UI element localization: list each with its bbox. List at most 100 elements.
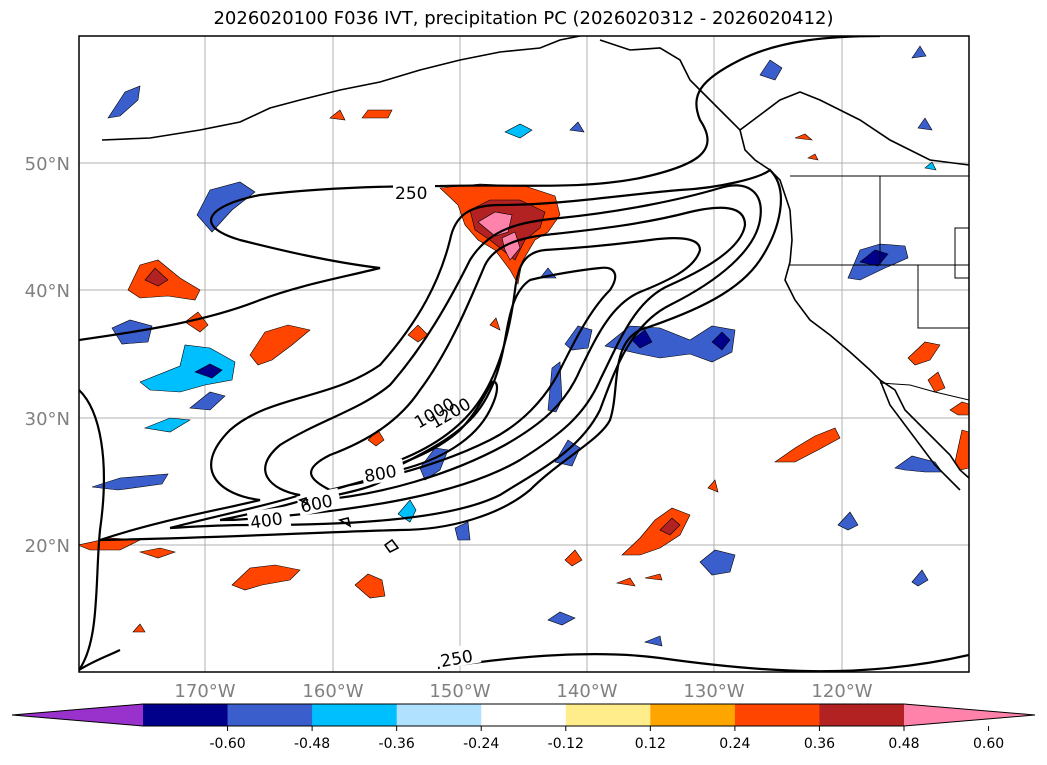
lon-tick-label: 130°W (683, 681, 744, 702)
ivt-contour-250 (79, 389, 105, 671)
colorbar-tick-label: -0.36 (379, 736, 415, 752)
precip-blob-pos (621, 507, 691, 556)
ivt-contour-250 (99, 168, 782, 542)
ivt-label: 250 (439, 647, 474, 672)
colorbar-segment (565, 704, 651, 726)
ivt-label: 250 (395, 184, 427, 204)
precip-blob-neg (196, 181, 256, 233)
lat-axis: 50°N 40°N 30°N 20°N (25, 154, 70, 557)
precip-blob-pos (954, 429, 969, 471)
precip-blob-neg (504, 123, 533, 139)
precip-blob-pos (144, 267, 169, 287)
colorbar-tick-label: -0.12 (548, 736, 584, 752)
precip-blob-neg (143, 417, 191, 433)
lon-tick-label: 160°W (302, 681, 363, 702)
precip-blob-pos (659, 517, 681, 536)
lat-tick-label: 30°N (25, 409, 70, 430)
alaska-coast (599, 39, 791, 211)
ivt-contour-400 (169, 184, 762, 530)
precip-blob-pos (774, 427, 841, 463)
colorbar-segment (143, 704, 229, 726)
precip-blob-pos (489, 317, 501, 331)
colorbar-tick-label: -0.48 (294, 736, 330, 752)
hawaii-islands (297, 496, 400, 554)
colorbar-tick-label: -0.60 (209, 736, 245, 752)
precip-blob-pos (615, 577, 636, 587)
lon-tick-label: 150°W (429, 681, 490, 702)
colorbar-tick-label: 0.48 (888, 736, 919, 752)
ivt-label: 400 (249, 509, 284, 533)
map-frame (78, 35, 970, 673)
precip-blob-pos (949, 401, 969, 416)
precip-blob-pos (138, 547, 177, 559)
precip-blob-pos (249, 324, 311, 366)
precip-blob-pos (794, 133, 813, 141)
precip-blob-neg (917, 117, 933, 131)
colorbar-segment (312, 704, 398, 726)
precip-blob-neg (91, 473, 169, 491)
precip-blob-neg (924, 161, 937, 171)
precip-blob-pos (329, 109, 346, 121)
precip-blob-pos (907, 341, 941, 366)
precip-blob-pos (564, 549, 583, 567)
precip-blob-pos (361, 109, 393, 119)
precip-blob-neg (139, 344, 236, 393)
lon-tick-label: 120°W (811, 681, 872, 702)
lon-tick-label: 170°W (174, 681, 235, 702)
precip-blob-neg (837, 511, 859, 531)
colorbar-segment (481, 704, 567, 726)
colorbar-extend-high (904, 704, 1035, 726)
ivt-contour-250 (79, 36, 881, 342)
lat-tick-label: 40°N (25, 281, 70, 302)
us-west-coast (784, 209, 969, 479)
ivt-contour-1000 (329, 266, 617, 492)
state-border (917, 265, 969, 329)
precip-blob-neg (547, 611, 576, 626)
baja-coast (879, 379, 961, 491)
ivt-contour-250-south (437, 653, 969, 672)
colorbar-tick-label: 0.24 (719, 736, 750, 752)
precip-blob-neg (711, 331, 731, 351)
colorbar-segment (396, 704, 482, 726)
lon-axis: 170°W 160°W 150°W 140°W 130°W 120°W (174, 681, 872, 702)
colorbar-tick-label: 0.60 (973, 736, 1004, 752)
bc-coast (739, 91, 969, 166)
colorbar: -0.60 -0.48 -0.36 -0.24 -0.12 0.12 0.24 0.36 0.4… (11, 703, 1036, 752)
precip-blob-neg (454, 521, 471, 541)
lat-tick-label: 20°N (25, 536, 70, 557)
colorbar-segment (650, 704, 736, 726)
ivt-contours (79, 36, 969, 672)
colorbar-tick-label: 0.12 (635, 736, 666, 752)
precip-blob-ar-core (501, 231, 521, 261)
colorbar-extend-low (12, 704, 143, 726)
precip-blob-pos (927, 371, 946, 393)
colorbar-segment (819, 704, 905, 726)
lat-tick-label: 50°N (25, 154, 70, 175)
map-title: 2026020100 F036 IVT, precipitation PC (2… (213, 8, 834, 29)
political-borders (790, 175, 969, 401)
precip-blob-pos (707, 479, 719, 493)
colorbar-segment (227, 704, 313, 726)
precip-blob-neg (911, 569, 929, 587)
precip-blob-neg (569, 121, 585, 133)
precip-blob-pos (807, 153, 819, 161)
precip-blob-neg (699, 549, 736, 576)
ivt-contour-250-sw (79, 649, 121, 671)
precip-blob-neg (911, 45, 927, 59)
precip-blob-neg (759, 59, 783, 81)
precip-negative-anomalies (91, 45, 943, 647)
state-border (954, 227, 969, 279)
precip-blob-pos (231, 564, 301, 591)
precip-blob-neg (644, 635, 663, 647)
precip-positive-anomalies (79, 109, 969, 633)
us-mexico-border (879, 382, 969, 401)
coastlines (101, 36, 969, 554)
ivt-label: 800 (363, 462, 398, 487)
alaska-coast (101, 36, 581, 141)
precip-blob-neg (107, 85, 141, 119)
precip-blob-pos (132, 623, 146, 633)
precip-blob-neg (564, 325, 593, 351)
precip-blob-neg (604, 325, 736, 363)
precip-blob-pos (644, 573, 663, 581)
